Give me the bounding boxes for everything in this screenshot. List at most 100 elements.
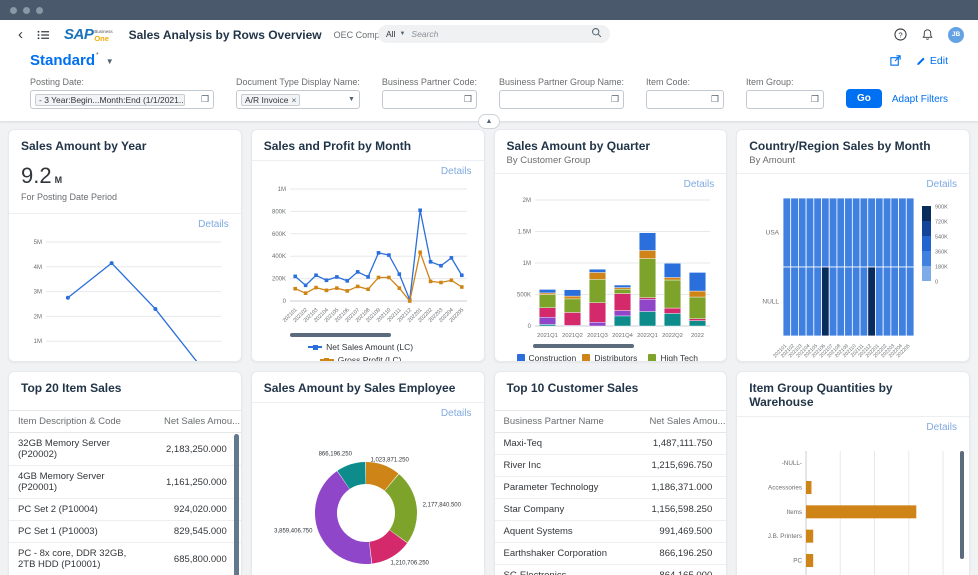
variant-dirty-indicator: * bbox=[96, 52, 99, 59]
details-link[interactable]: Details bbox=[683, 179, 715, 190]
svg-text:1,023,871.250: 1,023,871.250 bbox=[370, 457, 409, 463]
window-button[interactable] bbox=[10, 6, 17, 14]
chevron-down-icon[interactable]: ▼ bbox=[347, 96, 355, 103]
share-icon[interactable] bbox=[889, 54, 902, 67]
filter-label: Item Code: bbox=[646, 77, 691, 87]
notifications-bell-icon[interactable] bbox=[921, 28, 934, 41]
document-type-input[interactable]: A/R Invoice × ▼ bbox=[236, 90, 360, 109]
svg-text:0: 0 bbox=[528, 324, 532, 330]
row-value: 1,186,371.000 bbox=[640, 476, 727, 499]
filter-business-partner-code: Business Partner Code: ❐ bbox=[381, 77, 477, 109]
table-row[interactable]: 32GB Memory Server (P20002) 2,183,250.000 bbox=[9, 432, 241, 466]
svg-text:USA: USA bbox=[765, 230, 779, 237]
go-button[interactable]: Go bbox=[845, 89, 882, 108]
search-scope-select[interactable]: All bbox=[386, 29, 396, 39]
edit-button[interactable]: Edit bbox=[916, 55, 948, 67]
search-icon[interactable] bbox=[591, 25, 602, 43]
table-row[interactable]: Aquent Systems 991,469.500 bbox=[494, 520, 727, 543]
value-help-icon[interactable]: ❐ bbox=[463, 94, 472, 104]
card-header: Sales Amount by Quarter By Customer Grou… bbox=[494, 130, 727, 174]
table-row[interactable]: River Inc 1,215,696.750 bbox=[494, 454, 727, 477]
adapt-filters-link[interactable]: Adapt Filters bbox=[891, 94, 948, 105]
svg-text:2022Q1: 2022Q1 bbox=[637, 333, 658, 339]
row-label: PC Set 1 (P10003) bbox=[9, 520, 155, 543]
business-partner-code-input[interactable]: ❐ bbox=[381, 90, 477, 109]
value-help-icon[interactable]: ❐ bbox=[610, 94, 620, 104]
help-icon[interactable]: ? bbox=[894, 28, 907, 41]
card-sales-amount-by-year: Sales Amount by Year 9.2 M For Posting D… bbox=[8, 129, 242, 362]
chart-horizontal-scrollbar[interactable] bbox=[532, 344, 634, 348]
svg-text:-NULL-: -NULL- bbox=[781, 460, 801, 467]
legend-label: Construction bbox=[528, 353, 577, 362]
legend-item[interactable]: Net Sales Amount (LC) bbox=[308, 342, 413, 352]
chart-vertical-scrollbar[interactable] bbox=[960, 451, 964, 559]
chevron-down-icon[interactable]: ▼ bbox=[399, 31, 406, 37]
business-partner-group-input[interactable]: ❐ bbox=[498, 90, 625, 109]
filter-business-partner-group: Business Partner Group Name: ❐ bbox=[498, 77, 625, 109]
row-label: Maxi-Teq bbox=[494, 432, 641, 455]
sap-logo-text: SAP bbox=[64, 26, 94, 43]
details-link[interactable]: Details bbox=[198, 219, 229, 230]
card-title: Sales Amount by Sales Employee bbox=[263, 381, 456, 395]
chart-area: Details 0 500K 1M 1.5M 2M 2021Q1 2021Q2 2021Q3 2… bbox=[495, 174, 727, 362]
table-row[interactable]: PC - 8x core, DDR 32GB, 2TB HDD (P10001)… bbox=[9, 542, 241, 575]
legend-item[interactable]: High Tech bbox=[648, 353, 714, 361]
window-button[interactable] bbox=[36, 6, 43, 14]
filter-document-type: Document Type Display Name: A/R Invoice ×… bbox=[236, 77, 360, 109]
legend-swatch bbox=[648, 354, 657, 361]
value-help-icon[interactable]: ❐ bbox=[710, 94, 719, 104]
chart-horizontal-scrollbar[interactable] bbox=[289, 333, 391, 337]
svg-text:1M: 1M bbox=[278, 187, 286, 193]
item-code-input[interactable]: ❐ bbox=[646, 90, 724, 109]
variant-bar: Standard * ▼ Edit bbox=[0, 49, 978, 72]
details-link[interactable]: Details bbox=[926, 422, 957, 433]
row-label: 4GB Memory Server (P20001) bbox=[9, 465, 155, 499]
chevron-down-icon[interactable]: ▼ bbox=[105, 57, 114, 66]
global-search[interactable]: All ▼ Search bbox=[378, 25, 610, 43]
details-link[interactable]: Details bbox=[440, 408, 472, 419]
card-header: Top 10 Customer Sales bbox=[495, 372, 727, 402]
remove-token-icon[interactable]: × bbox=[291, 94, 297, 105]
table-row[interactable]: Parameter Technology 1,186,371.000 bbox=[494, 476, 727, 499]
user-avatar[interactable]: JB bbox=[948, 26, 964, 43]
details-link[interactable]: Details bbox=[926, 179, 957, 190]
table-row[interactable]: 4GB Memory Server (P20001) 1,161,250.000 bbox=[9, 465, 241, 499]
card-sales-amount-by-quarter: Sales Amount by Quarter By Customer Grou… bbox=[493, 129, 728, 362]
table-row[interactable]: SG Electronics864,165.000 bbox=[494, 564, 727, 575]
value-help-icon[interactable]: ❐ bbox=[810, 94, 819, 104]
table-row[interactable]: Maxi-Teq 1,487,111.750 bbox=[494, 432, 727, 455]
legend-item[interactable]: Distributors bbox=[582, 353, 648, 361]
table-row[interactable]: Star Company 1,156,598.250 bbox=[494, 498, 727, 521]
column-header[interactable]: Item Description & Code bbox=[9, 410, 155, 433]
posting-date-input[interactable]: - 3 Year:Begin...Month:End (1/1/2021...×… bbox=[30, 90, 215, 109]
variant-selector[interactable]: Standard * ▼ bbox=[30, 52, 114, 69]
column-header[interactable]: Business Partner Name bbox=[494, 410, 641, 433]
table-row[interactable]: PC Set 2 (P10004) 924,020.000 bbox=[9, 498, 241, 521]
legend-item[interactable]: Gross Profit (LC) bbox=[319, 355, 402, 361]
item-group-input[interactable]: ❐ bbox=[746, 90, 824, 109]
svg-text:1,210,706.250: 1,210,706.250 bbox=[390, 560, 429, 566]
legend-item[interactable]: Construction bbox=[516, 353, 583, 362]
svg-text:3M: 3M bbox=[34, 290, 42, 296]
value-help-icon[interactable]: ❐ bbox=[200, 94, 210, 104]
table-row[interactable]: Earthshaker Corporation 866,196.250 bbox=[494, 542, 727, 565]
svg-text:1M: 1M bbox=[523, 261, 531, 267]
collapse-header-button[interactable]: ▲ bbox=[478, 114, 500, 129]
variant-name[interactable]: Standard bbox=[30, 52, 96, 69]
svg-text:2021Q1: 2021Q1 bbox=[537, 333, 558, 339]
back-button[interactable]: ‹ bbox=[18, 26, 23, 43]
row-value: 1,161,250.000 bbox=[155, 465, 241, 499]
chart-area: Details USA NULL 202101 202102 202103 202104 2… bbox=[737, 174, 969, 361]
window-button[interactable] bbox=[23, 6, 30, 14]
filter-token[interactable]: - 3 Year:Begin...Month:End (1/1/2021...× bbox=[35, 93, 185, 106]
filter-token[interactable]: A/R Invoice × bbox=[241, 93, 301, 106]
column-header[interactable]: Net Sales Amou...⇅ bbox=[640, 410, 727, 433]
row-value: 685,800.000 bbox=[155, 542, 241, 575]
details-link[interactable]: Details bbox=[440, 166, 472, 177]
search-input[interactable]: Search bbox=[411, 29, 439, 39]
column-header[interactable]: Net Sales Amou...⇅ bbox=[155, 410, 241, 433]
card-country-region-sales: Country/Region Sales by Month By Amount … bbox=[736, 129, 970, 362]
app-list-icon[interactable] bbox=[37, 29, 50, 41]
table-row[interactable]: PC Set 1 (P10003) 829,545.000 bbox=[9, 520, 241, 543]
table-scrollbar[interactable] bbox=[233, 434, 239, 575]
